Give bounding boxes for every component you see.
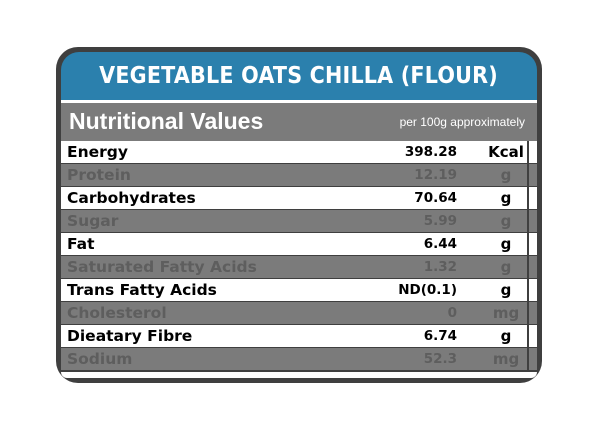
- table-row: Cholesterol 0 mg: [61, 302, 537, 325]
- nutrient-value: 1.32: [423, 259, 457, 275]
- nutrient-unit: g: [500, 235, 512, 253]
- title-band: VEGETABLE OATS CHILLA (FLOUR): [61, 52, 537, 100]
- nutrient-name: Trans Fatty Acids: [67, 281, 217, 299]
- serving-basis: per 100g approximately: [399, 115, 525, 129]
- nutrient-value: 5.99: [423, 213, 457, 229]
- nutrient-value: 0: [447, 305, 457, 321]
- nutrient-name: Saturated Fatty Acids: [67, 258, 257, 276]
- nutrient-unit: g: [500, 327, 512, 345]
- nutrient-unit: mg: [492, 304, 520, 322]
- nutrient-value: 12.19: [414, 167, 457, 183]
- nutrient-value: ND(0.1): [398, 282, 457, 298]
- nutrient-name: Fat: [67, 235, 95, 253]
- nutrient-value: 6.44: [423, 236, 457, 252]
- nutrient-name: Carbohydrates: [67, 189, 196, 207]
- header-band: Nutritional Values per 100g approximatel…: [61, 103, 537, 141]
- footer-space: [61, 372, 537, 378]
- nutrient-value: 52.3: [423, 351, 457, 367]
- nutrient-value: 398.28: [404, 144, 457, 160]
- table-row: Energy 398.28 Kcal: [61, 141, 537, 164]
- nutrient-value: 70.64: [414, 190, 457, 206]
- nutrient-name: Dieatary Fibre: [67, 327, 193, 345]
- nutrient-unit: g: [500, 258, 512, 276]
- nutrient-unit: g: [500, 166, 512, 184]
- table-row: Carbohydrates 70.64 g: [61, 187, 537, 210]
- nutrition-table: Energy 398.28 Kcal Protein 12.19 g Carbo…: [61, 141, 537, 371]
- nutritional-values-heading: Nutritional Values: [69, 108, 264, 134]
- table-row: Protein 12.19 g: [61, 164, 537, 187]
- table-row: Fat 6.44 g: [61, 233, 537, 256]
- nutrient-value: 6.74: [423, 328, 457, 344]
- nutrient-unit: Kcal: [488, 143, 524, 161]
- nutrient-name: Sodium: [67, 350, 133, 368]
- nutrition-label: VEGETABLE OATS CHILLA (FLOUR) Nutritiona…: [56, 47, 542, 383]
- table-row: Dieatary Fibre 6.74 g: [61, 325, 537, 348]
- nutrient-name: Sugar: [67, 212, 119, 230]
- table-row: Saturated Fatty Acids 1.32 g: [61, 256, 537, 279]
- table-row: Trans Fatty Acids ND(0.1) g: [61, 279, 537, 302]
- product-title: VEGETABLE OATS CHILLA (FLOUR): [99, 63, 499, 89]
- nutrient-unit: g: [500, 281, 512, 299]
- divider: [61, 100, 537, 103]
- nutrient-name: Cholesterol: [67, 304, 167, 322]
- nutrient-unit: g: [500, 189, 512, 207]
- nutrient-unit: mg: [492, 350, 520, 368]
- nutrient-name: Protein: [67, 166, 131, 184]
- unit-column-divider: [527, 141, 529, 377]
- nutrient-name: Energy: [67, 143, 128, 161]
- table-row: Sugar 5.99 g: [61, 210, 537, 233]
- nutrient-unit: g: [500, 212, 512, 230]
- table-row: Sodium 52.3 mg: [61, 348, 537, 371]
